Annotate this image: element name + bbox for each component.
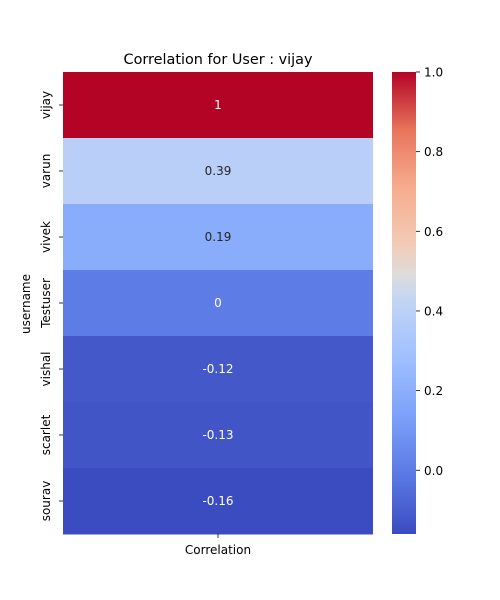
colorbar-tick-label: 1.0 (424, 66, 443, 80)
y-tick-label: vijay (39, 91, 53, 119)
heatmap-cell (63, 138, 373, 205)
heatmap-cells (63, 72, 373, 535)
colorbar-tick-label: 0.2 (424, 384, 443, 398)
y-tick-label: sourav (39, 481, 53, 522)
x-tick-label: Correlation (185, 543, 251, 557)
y-tick-label: Testuser (39, 278, 53, 329)
cell-value-label: 1 (214, 98, 222, 112)
heatmap-cell (63, 72, 373, 139)
heatmap-cell (63, 270, 373, 337)
cell-value-label: 0 (214, 296, 222, 310)
cell-value-label: -0.16 (202, 494, 233, 508)
colorbar-tick-label: 0.8 (424, 145, 443, 159)
y-tick-label: varun (39, 154, 53, 189)
colorbar-tick-label: 0.0 (424, 464, 443, 478)
colorbar-tick-label: 0.6 (424, 225, 443, 239)
cell-value-label: -0.12 (202, 362, 233, 376)
y-tick-label: scarlet (39, 414, 53, 455)
colorbar-tick-label: 0.4 (424, 304, 443, 318)
cell-value-label: 0.19 (205, 230, 232, 244)
cell-value-label: 0.39 (205, 164, 232, 178)
heatmap-cell (63, 204, 373, 271)
colorbar (392, 72, 416, 534)
heatmap-cell-labels: 1 0.39 0.19 0 -0.12 -0.13 -0.16 (202, 98, 233, 508)
heatmap-cell (63, 402, 373, 469)
y-tick-label: vishal (39, 352, 53, 387)
heatmap-cell (63, 336, 373, 403)
colorbar-ticks: 0.0 0.2 0.4 0.6 0.8 1.0 (416, 66, 443, 478)
y-axis: vijay varun vivek Testuser vishal scarlet sour… (39, 91, 63, 521)
heatmap-cell (63, 468, 373, 535)
chart-title: Correlation for User : vijay (124, 52, 313, 68)
x-axis: Correlation (185, 534, 251, 557)
y-tick-label: vivek (39, 221, 53, 253)
y-axis-label: username (19, 274, 33, 334)
cell-value-label: -0.13 (202, 428, 233, 442)
